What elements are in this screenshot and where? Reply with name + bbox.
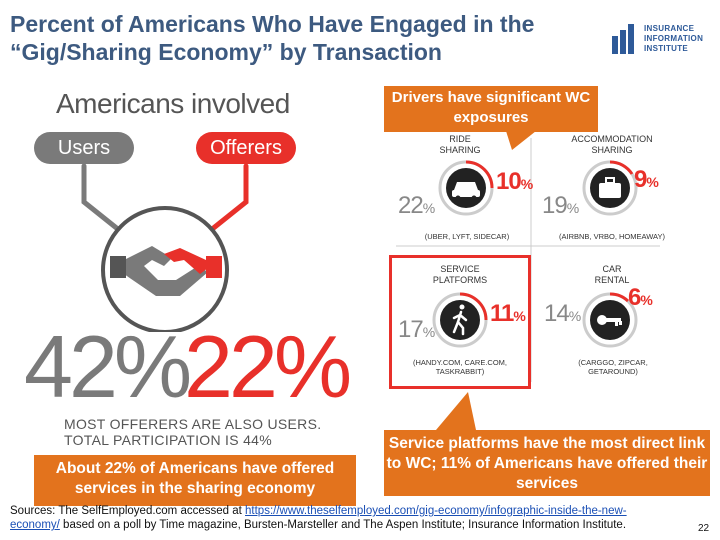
service-platforms-ring xyxy=(432,292,488,348)
note-line-2: TOTAL PARTICIPATION IS 44% xyxy=(64,432,272,448)
service-platforms-sub: (HANDY.COM, CARE.COM, TASKRABBIT) xyxy=(412,358,508,376)
offerers-percent: 22% xyxy=(184,317,352,416)
sources-text: Sources: The SelfEmployed.com accessed a… xyxy=(10,504,670,532)
ride-sharing-sub: (UBER, LYFT, SIDECAR) xyxy=(424,232,510,241)
ride-sharing-users-pct: 22% xyxy=(398,192,435,219)
key-icon xyxy=(597,315,622,326)
service-platforms-highlight xyxy=(389,255,531,389)
left-callout-box: About 22% of Americans have offered serv… xyxy=(34,455,356,506)
top-callout-box: Drivers have significant WC exposures xyxy=(384,86,598,132)
bottom-callout-box: Service platforms have the most direct l… xyxy=(384,430,710,496)
bottom-callout-arrow xyxy=(436,392,476,430)
service-platforms-offerers-pct: 11% xyxy=(490,300,526,327)
title-line-1: Percent of Americans Who Have Engaged in… xyxy=(10,11,535,37)
car-rental-offerers-pct: 6% xyxy=(628,284,653,311)
car-rental-ring xyxy=(582,292,638,348)
slide-title: Percent of Americans Who Have Engaged in… xyxy=(10,10,610,66)
sources-link[interactable]: https://www.theselfemployed.com/gig-econ… xyxy=(10,505,627,531)
car-icon xyxy=(452,182,480,201)
accommodation-users-pct: 19% xyxy=(542,192,579,219)
sources-prefix: Sources: The SelfEmployed.com accessed a… xyxy=(10,505,246,517)
ride-sharing-offerers-pct: 10% xyxy=(496,168,533,195)
ride-sharing-ring xyxy=(438,160,494,216)
accommodation-offerers-pct: 9% xyxy=(634,166,659,193)
car-rental-sub: (CARGGO, ZIPCAR, GETAROUND) xyxy=(578,358,648,376)
car-rental-users-pct: 14% xyxy=(544,300,581,327)
car-rental-title: CAR RENTAL xyxy=(594,264,630,285)
offerers-pill: Offerers xyxy=(196,132,296,164)
suitcase-icon xyxy=(599,177,621,198)
users-pill: Users xyxy=(34,132,134,164)
handshake-icon xyxy=(110,246,222,296)
title-line-2: “Gig/Sharing Economy” by Transaction xyxy=(10,39,442,65)
accommodation-sharing-title: ACCOMMODATION SHARING xyxy=(571,134,653,155)
logo-text: INSURANCE INFORMATION INSTITUTE xyxy=(644,24,704,53)
accommodation-sub: (AIRBNB, VRBO, HOMEAWAY) xyxy=(559,232,665,241)
accommodation-ring xyxy=(582,160,638,216)
users-percent: 42% xyxy=(24,317,192,416)
ride-sharing-title: RIDE SHARING xyxy=(439,134,481,155)
service-platforms-title: SERVICE PLATFORMS xyxy=(432,264,488,285)
service-platforms-users-pct: 17% xyxy=(398,316,435,343)
handshake-graphic xyxy=(81,163,249,332)
note-line-1: MOST OFFERERS ARE ALSO USERS. xyxy=(64,416,322,432)
logo-mark-icon xyxy=(612,24,640,54)
top-callout-arrow xyxy=(506,131,536,150)
walking-person-icon xyxy=(452,304,468,336)
americans-involved-heading: Americans involved xyxy=(56,88,290,119)
sources-suffix: based on a poll by Time magazine, Burste… xyxy=(59,519,627,531)
iii-logo: INSURANCE INFORMATION INSTITUTE xyxy=(612,22,716,58)
page-number: 22 xyxy=(698,523,710,534)
